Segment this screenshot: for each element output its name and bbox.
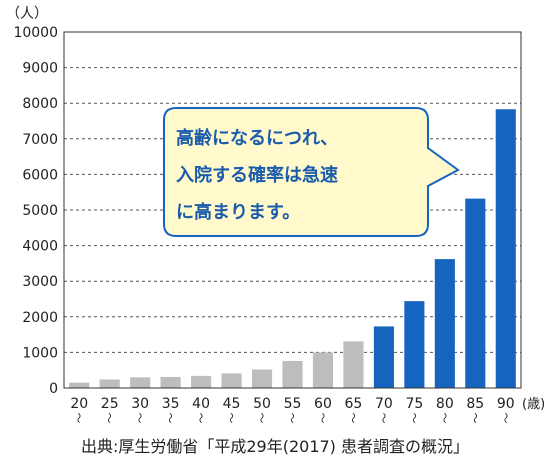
bar — [251, 369, 273, 388]
bar — [373, 326, 394, 388]
y-tick-label: 2000 — [22, 310, 58, 326]
y-tick-label: 10000 — [13, 25, 58, 41]
axes: 0 1000 2000 3000 4000 5000 6000 7000 8000 9000 100… — [6, 6, 545, 424]
bars — [69, 109, 516, 388]
x-tick-label: 35 — [162, 396, 180, 412]
range-mark: ～ — [103, 413, 116, 424]
y-tick-label: 8000 — [22, 96, 58, 112]
y-tick-label: 3000 — [22, 274, 58, 290]
x-tick-label: 30 — [131, 396, 149, 412]
callout-bubble — [163, 107, 460, 237]
x-tick-label: 65 — [345, 396, 363, 412]
x-tick-label: 80 — [436, 396, 454, 412]
range-mark: ～ — [72, 413, 85, 424]
bar — [69, 382, 90, 388]
range-mark: ～ — [407, 413, 420, 424]
range-mark: ～ — [468, 413, 481, 424]
range-mark: ～ — [377, 413, 390, 424]
bar — [312, 352, 334, 388]
x-tick-label: 20 — [70, 396, 88, 412]
range-mark: ～ — [133, 413, 146, 424]
x-tick-label: 55 — [284, 396, 302, 412]
bar — [130, 377, 151, 388]
range-mark: ～ — [499, 413, 512, 424]
bar — [160, 376, 181, 388]
x-tick-label: 40 — [192, 396, 210, 412]
x-tick-label: 90 — [497, 396, 515, 412]
y-tick-label: 0 — [49, 381, 58, 397]
bar — [404, 301, 425, 388]
x-tick-label: 60 — [314, 396, 332, 412]
y-tick-label: 1000 — [22, 345, 58, 361]
x-tick-label: 45 — [223, 396, 241, 412]
callout-line-3: に高まります。 — [176, 202, 301, 223]
range-mark: ～ — [316, 413, 329, 424]
x-tick-label: 50 — [253, 396, 271, 412]
bar — [495, 109, 516, 388]
x-tick-label: 85 — [466, 396, 484, 412]
bar — [434, 259, 455, 388]
range-mark: ～ — [225, 413, 238, 424]
y-tick-label: 6000 — [22, 167, 58, 183]
bar — [99, 379, 120, 388]
bar — [221, 373, 242, 388]
bar — [191, 375, 212, 388]
x-tick-label: 75 — [405, 396, 423, 412]
y-tick-label: 5000 — [22, 203, 58, 219]
range-mark: ～ — [194, 413, 207, 424]
callout-line-1: 高齢になるにつれ、 — [176, 128, 339, 149]
range-mark: ～ — [438, 413, 451, 424]
callout-line-2: 入院する確率は急速 — [176, 165, 338, 186]
range-mark: ～ — [346, 413, 359, 424]
x-unit-label: (歳) — [522, 397, 545, 412]
source-note: 出典:厚生労働省「平成29年(2017) 患者調査の概況」 — [80, 437, 470, 456]
y-tick-label: 7000 — [22, 132, 58, 148]
bar — [465, 198, 486, 388]
x-tick-label: 25 — [101, 396, 119, 412]
range-mark: ～ — [164, 413, 177, 424]
x-tick-label: 70 — [375, 396, 393, 412]
y-unit-label: （人） — [6, 6, 48, 22]
bar — [343, 341, 364, 388]
plot-frame — [63, 31, 522, 389]
range-mark: ～ — [255, 413, 268, 424]
callout — [163, 107, 460, 237]
callout-text: 高齢になるにつれ、 入院する確率は急速 に高まります。 — [176, 120, 426, 231]
y-tick-label: 4000 — [22, 239, 58, 255]
y-tick-label: 9000 — [22, 61, 58, 77]
range-mark: ～ — [286, 413, 299, 424]
bar — [282, 360, 303, 388]
